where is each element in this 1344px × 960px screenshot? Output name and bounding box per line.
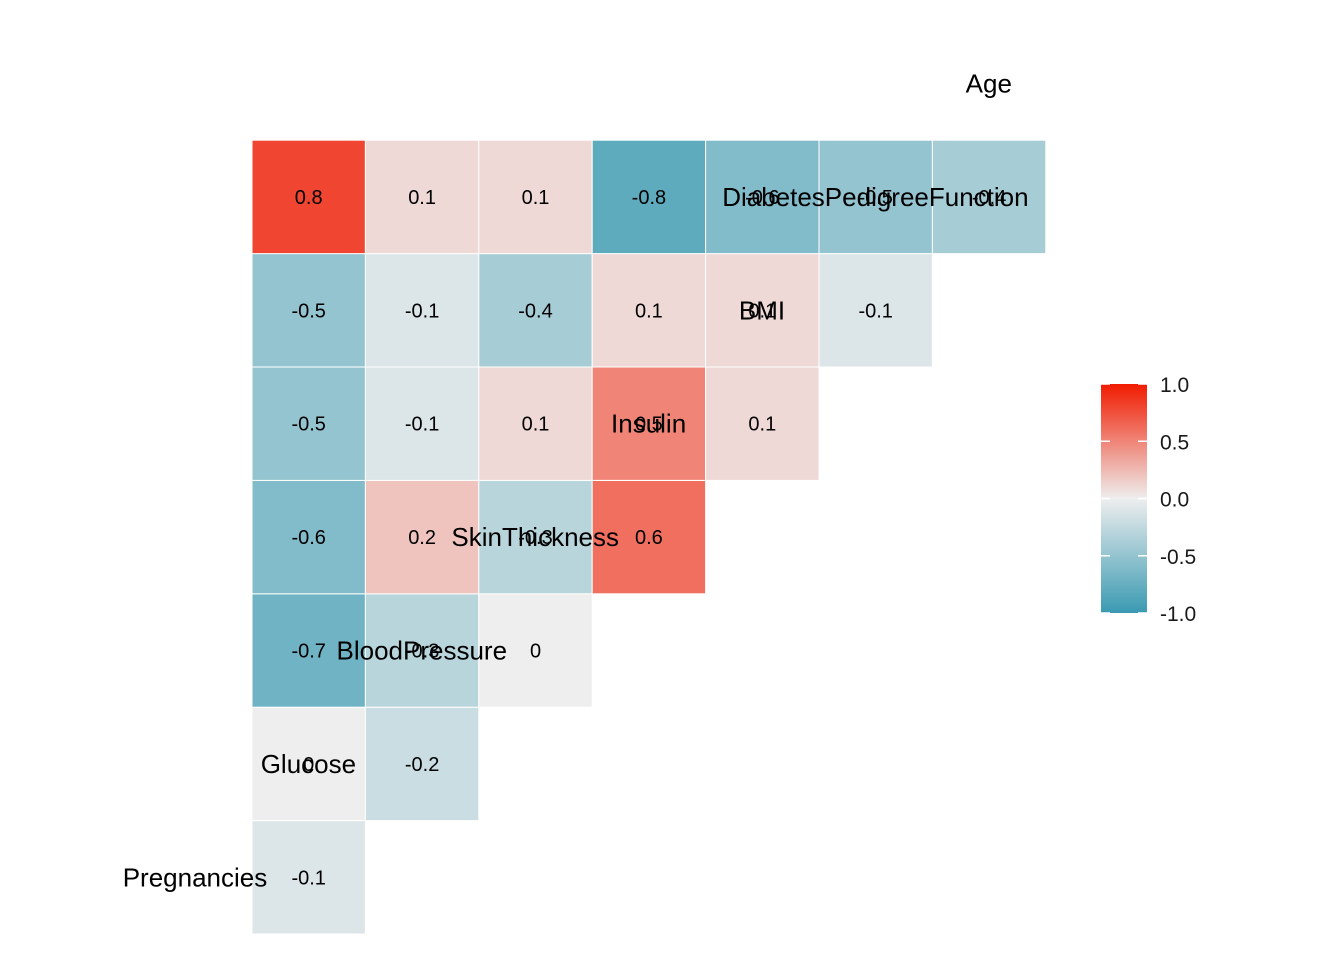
heatmap-cell — [364, 139, 480, 255]
cell-value-label: 0.1 — [748, 414, 776, 436]
cell-value-label: -0.6 — [291, 527, 325, 549]
variable-label: Pregnancies — [123, 862, 268, 892]
heatmap-cell — [251, 593, 366, 708]
cell-value-label: 0.1 — [635, 300, 663, 322]
variable-label: Age — [966, 69, 1012, 99]
legend-ticks: 1.0 0.5 0.0 -0.5 -1.0 — [1101, 374, 1196, 626]
heatmap-cell — [591, 479, 707, 595]
cell-value-label: -0.4 — [972, 187, 1006, 209]
cell-value-label: 0.1 — [522, 414, 550, 436]
cell-value-label: -0.8 — [632, 187, 666, 209]
heatmap-cells — [251, 139, 1047, 935]
legend-tick-label: -0.5 — [1160, 546, 1196, 569]
cell-value-label: 0.1 — [408, 187, 436, 209]
cell-value-label: 0 — [530, 641, 541, 663]
heatmap-cell — [364, 253, 480, 368]
heatmap-cell — [478, 593, 593, 708]
cell-value-label: -0.5 — [291, 300, 325, 322]
heatmap-cell — [251, 820, 366, 935]
heatmap-cell — [818, 139, 933, 255]
cell-value-label: -0.3 — [518, 527, 552, 549]
cell-value-label: 0.5 — [635, 414, 663, 436]
heatmap-cell — [251, 253, 366, 368]
heatmap-cell — [705, 366, 820, 481]
heatmap-cell — [705, 253, 820, 368]
legend-tick-label: 0.5 — [1160, 431, 1189, 454]
heatmap-cell — [364, 593, 480, 708]
variable-label: BloodPressure — [337, 636, 508, 666]
color-legend: 1.0 0.5 0.0 -0.5 -1.0 — [1101, 374, 1196, 626]
cell-value-label: -0.2 — [405, 754, 439, 776]
cell-value-label: 0.1 — [522, 187, 550, 209]
heatmap-cell — [931, 139, 1047, 255]
heatmap-cell — [364, 366, 480, 481]
cell-value-label: -0.1 — [858, 300, 892, 322]
cell-value-label: 0.8 — [295, 187, 323, 209]
cell-value-label: -0.5 — [858, 187, 892, 209]
heatmap-cell — [251, 706, 366, 822]
variable-label: BMI — [739, 295, 785, 325]
heatmap-cell — [818, 253, 933, 368]
cell-value-label: -0.6 — [745, 187, 779, 209]
heatmap-cell — [251, 479, 366, 595]
cell-value-label: -0.1 — [405, 414, 439, 436]
variable-label: Insulin — [611, 409, 686, 439]
cell-value-label: 0.1 — [748, 300, 776, 322]
cell-value-label: -0.3 — [405, 641, 439, 663]
heatmap-cell — [364, 479, 480, 595]
cell-value-label: -0.1 — [291, 867, 325, 889]
heatmap-cell — [251, 139, 366, 255]
cell-value-label: 0 — [303, 754, 314, 776]
cell-value-label: -0.1 — [405, 300, 439, 322]
heatmap-cell — [591, 253, 707, 368]
variable-label: SkinThickness — [451, 522, 619, 552]
cell-value-label: -0.5 — [291, 414, 325, 436]
legend-tick-label: 1.0 — [1160, 374, 1189, 397]
variable-label: Glucose — [261, 749, 356, 779]
legend-tick-label: -1.0 — [1160, 603, 1196, 626]
heatmap-cell — [478, 366, 593, 481]
cell-value-label: 0.2 — [408, 527, 436, 549]
cell-value-label: -0.4 — [518, 300, 552, 322]
variable-label: DiabetesPedigreeFunction — [722, 182, 1028, 212]
heatmap-cell-labels: -0.1 0 -0.2 -0.7 -0.3 0 -0.6 0.2 -0.3 0.6 -0.5 -0.1… — [291, 187, 1006, 889]
variable-labels: Pregnancies Glucose BloodPressure SkinThick… — [123, 69, 1029, 893]
cell-value-label: 0.6 — [635, 527, 663, 549]
legend-tick-label: 0.0 — [1160, 489, 1189, 512]
heatmap-cell — [478, 479, 593, 595]
heatmap-cell — [478, 253, 593, 368]
heatmap-cell — [591, 139, 707, 255]
cell-value-label: -0.7 — [291, 641, 325, 663]
